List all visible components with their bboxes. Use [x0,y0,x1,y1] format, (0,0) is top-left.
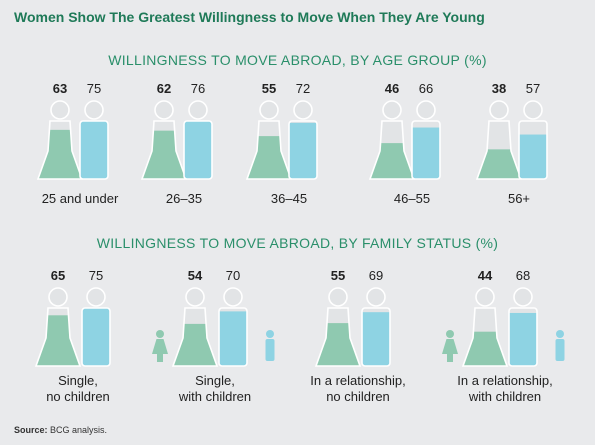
women-value-age-4: 38 [491,81,507,96]
women-value-age-1: 62 [156,81,172,96]
man-figure-age-2-fill [289,122,317,179]
man-figure-family-2-fill [362,312,390,366]
man-figure-family-1-fill [219,311,247,366]
women-value-age-3: 46 [384,81,400,96]
family-section-title: WILLINGNESS TO MOVE ABROAD, BY FAMILY ST… [96,235,499,251]
woman-figure-family-3 [461,287,509,367]
woman-figure-family-0-fill [36,315,80,366]
man-figure-age-3-fill [412,127,440,179]
women-value-age-0: 63 [52,81,68,96]
child-girl-icon-1 [152,330,168,362]
woman-figure-family-1 [171,287,219,367]
man-figure-family-3-fill [509,312,537,366]
man-figure-age-0-fill [80,120,108,179]
women-value-family-1: 54 [187,268,203,283]
men-value-family-3: 68 [515,268,531,283]
men-value-age-4: 57 [525,81,541,96]
men-value-age-2: 72 [295,81,311,96]
men-value-family-2: 69 [368,268,384,283]
family-category-label-2: In a relationship, no children [310,373,406,404]
women-value-family-0: 65 [50,268,66,283]
men-value-family-0: 75 [88,268,104,283]
child-boy-icon-3 [555,330,565,361]
man-figure-age-1-fill [184,119,212,179]
man-figure-age-4-fill [519,134,547,179]
age-category-label-0: 25 and under [41,191,119,206]
women-value-family-3: 44 [477,268,493,283]
man-figure-family-1 [218,287,248,367]
men-value-age-0: 75 [86,81,102,96]
woman-figure-family-0 [34,287,82,367]
age-section-title: WILLINGNESS TO MOVE ABROAD, BY AGE GROUP… [108,52,487,68]
men-value-age-3: 66 [418,81,434,96]
age-category-label-2: 36–45 [270,191,308,206]
men-value-age-1: 76 [190,81,206,96]
men-value-family-1: 70 [225,268,241,283]
man-figure-family-2 [361,287,391,367]
chart-title: Women Show The Greatest Willingness to M… [14,9,485,25]
women-value-age-2: 55 [261,81,277,96]
age-category-label-3: 46–55 [393,191,431,206]
man-figure-family-0-fill [82,307,110,366]
women-value-family-2: 55 [330,268,346,283]
family-category-label-1: Single, with children [178,373,252,404]
child-girl-icon-3 [442,330,458,362]
source-note: Source: BCG analysis. [14,425,108,435]
child-boy-icon-1 [265,330,275,361]
family-category-label-3: In a relationship, with children [457,373,553,404]
woman-figure-family-2 [314,287,362,367]
age-category-label-1: 26–35 [165,191,203,206]
age-category-label-4: 56+ [507,191,531,206]
family-category-label-0: Single, no children [46,373,110,404]
